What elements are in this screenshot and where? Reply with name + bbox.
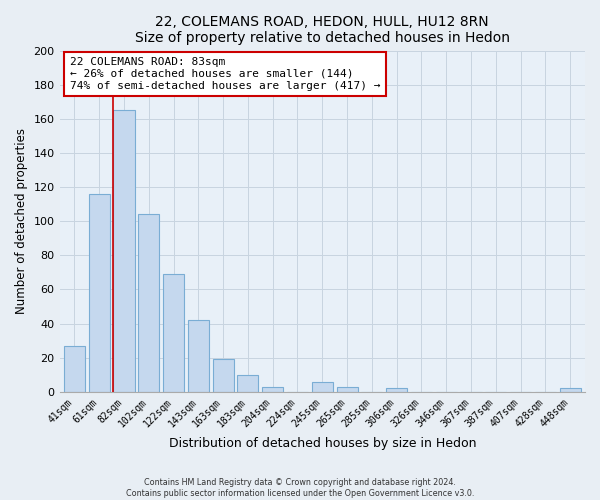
Bar bbox=[113, 110, 134, 392]
Bar bbox=[312, 382, 333, 392]
Title: 22, COLEMANS ROAD, HEDON, HULL, HU12 8RN
Size of property relative to detached h: 22, COLEMANS ROAD, HEDON, HULL, HU12 8RN… bbox=[135, 15, 510, 45]
Bar bbox=[337, 386, 358, 392]
Text: 22 COLEMANS ROAD: 83sqm
← 26% of detached houses are smaller (144)
74% of semi-d: 22 COLEMANS ROAD: 83sqm ← 26% of detache… bbox=[70, 58, 380, 90]
Y-axis label: Number of detached properties: Number of detached properties bbox=[15, 128, 28, 314]
Bar bbox=[262, 386, 283, 392]
Bar bbox=[64, 346, 85, 392]
Bar bbox=[138, 214, 160, 392]
Bar bbox=[386, 388, 407, 392]
Text: Contains HM Land Registry data © Crown copyright and database right 2024.
Contai: Contains HM Land Registry data © Crown c… bbox=[126, 478, 474, 498]
Bar bbox=[212, 360, 233, 392]
Bar bbox=[238, 374, 259, 392]
X-axis label: Distribution of detached houses by size in Hedon: Distribution of detached houses by size … bbox=[169, 437, 476, 450]
Bar bbox=[188, 320, 209, 392]
Bar bbox=[163, 274, 184, 392]
Bar bbox=[560, 388, 581, 392]
Bar bbox=[89, 194, 110, 392]
